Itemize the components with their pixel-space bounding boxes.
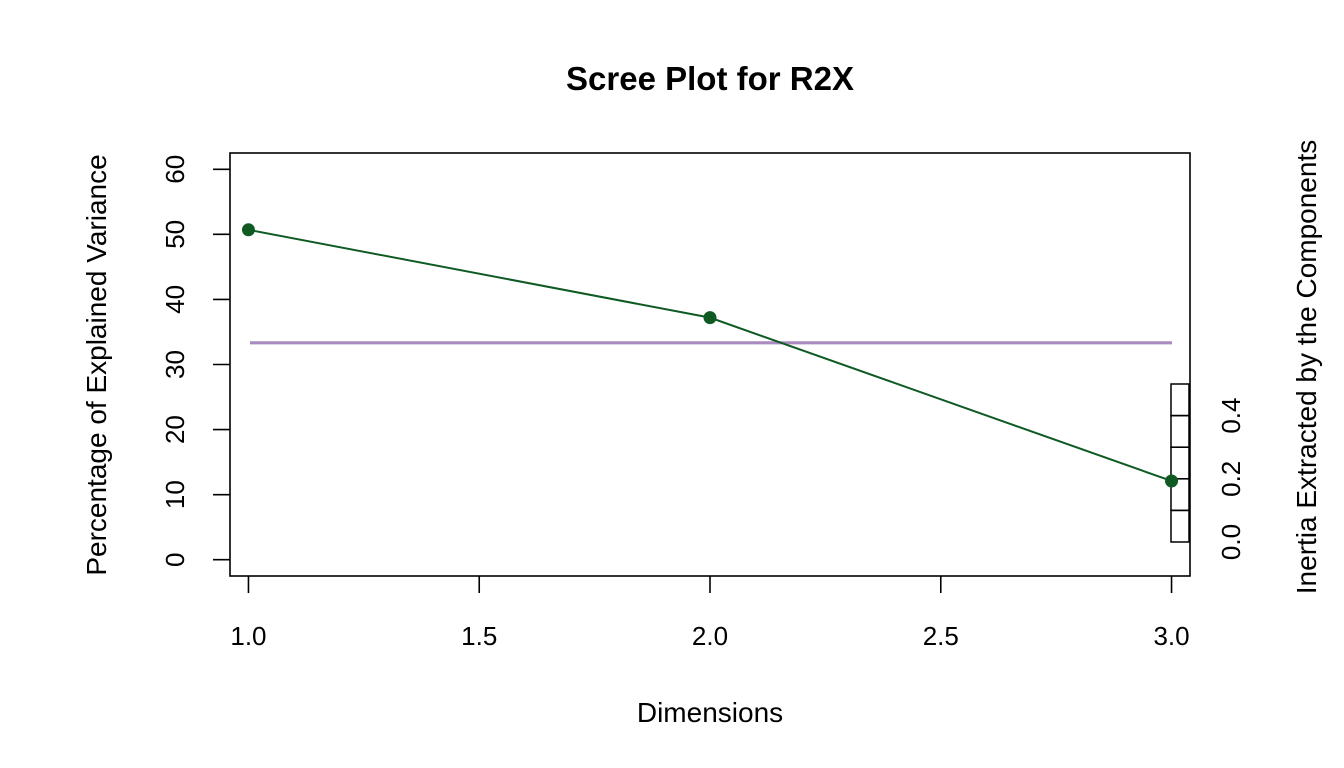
y2-tick-label: 0.4: [1216, 398, 1246, 434]
y-tick-label: 30: [160, 350, 190, 379]
y-tick-label: 20: [160, 415, 190, 444]
y-tick-label: 10: [160, 480, 190, 509]
data-point: [241, 223, 255, 237]
secondary-y-axis-label: Inertia Extracted by the Components: [1291, 140, 1322, 594]
plot-frame: [229, 152, 1191, 577]
x-tick-label: 2.0: [692, 621, 728, 651]
x-tick-label: 2.5: [923, 621, 959, 651]
x-tick-label: 1.5: [461, 621, 497, 651]
plot-area: 1.0 1.5 2.0 2.5 3.0 0 10 20 30 40 50 60 0.0 0.2 0.4: [160, 152, 1246, 651]
inertia-bar: [1170, 446, 1190, 480]
inertia-bar: [1170, 383, 1190, 417]
x-axis-label: Dimensions: [637, 697, 783, 728]
inertia-bar: [1170, 509, 1190, 543]
y2-tick-label: 0.2: [1216, 461, 1246, 497]
data-point: [1165, 474, 1179, 488]
x-tick-label: 1.0: [230, 621, 266, 651]
chart-title: Scree Plot for R2X: [566, 60, 854, 97]
y-tick-label: 0: [160, 552, 190, 566]
inertia-bar: [1170, 414, 1190, 448]
data-point: [703, 311, 717, 325]
y2-tick-label: 0.0: [1216, 524, 1246, 560]
x-tick-label: 3.0: [1153, 621, 1189, 651]
y-axis-label: Percentage of Explained Variance: [81, 154, 112, 575]
series-line: [248, 228, 1172, 482]
y-tick-label: 40: [160, 285, 190, 314]
y-tick-label: 50: [160, 220, 190, 249]
y-tick-label: 60: [160, 155, 190, 184]
